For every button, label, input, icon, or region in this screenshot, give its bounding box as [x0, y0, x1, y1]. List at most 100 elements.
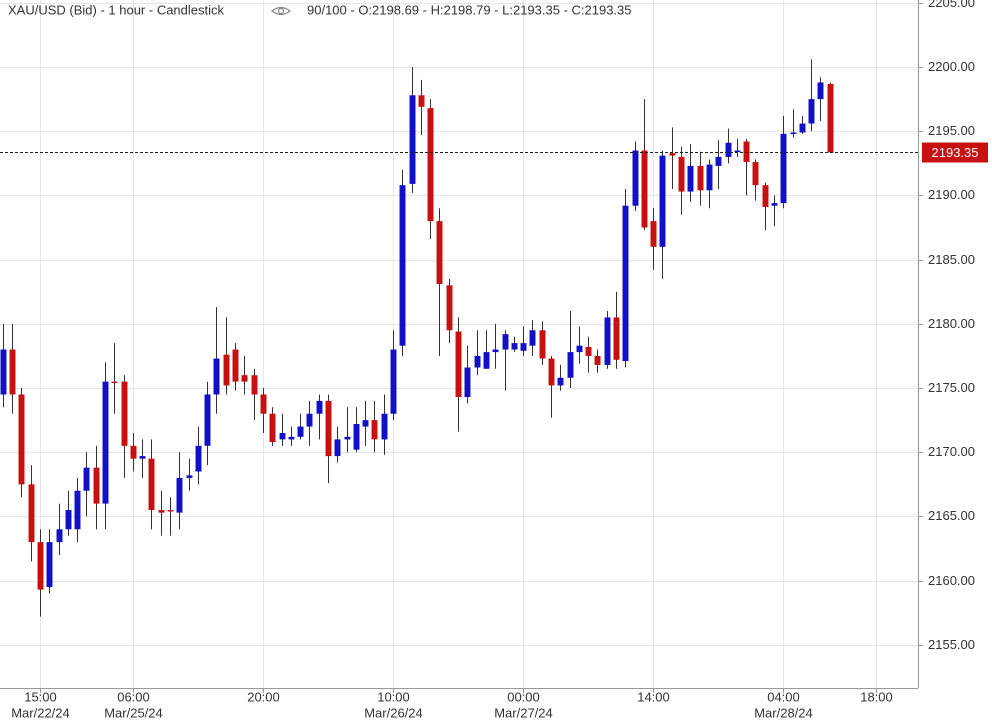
- candle-body: [771, 203, 778, 206]
- candle-body: [65, 510, 72, 530]
- chart-title: XAU/USD (Bid) - 1 hour - Candlestick: [8, 2, 225, 17]
- candle-body: [502, 334, 509, 350]
- candle-body: [316, 400, 323, 414]
- candle-body: [223, 354, 230, 386]
- candle-body: [344, 436, 351, 440]
- x-tick-date: Mar/28/24: [754, 705, 813, 720]
- candle-body: [186, 475, 193, 478]
- candle-body: [548, 358, 555, 386]
- candle-body: [371, 420, 378, 440]
- candle-body: [167, 510, 174, 512]
- candle-body: [251, 375, 258, 395]
- candle-body: [706, 164, 713, 191]
- candle-body: [148, 458, 155, 511]
- y-tick-label: 2185.00: [928, 252, 975, 267]
- candle-body: [139, 456, 146, 459]
- candle-body: [539, 330, 546, 359]
- candle-body: [269, 413, 276, 442]
- candle-body: [659, 155, 666, 247]
- candle-body: [567, 352, 574, 378]
- x-tick-label: 04:00: [767, 689, 800, 704]
- x-tick-date: Mar/22/24: [11, 705, 70, 720]
- candle-body: [678, 156, 685, 192]
- candle-body: [780, 133, 787, 204]
- candle-body: [325, 400, 332, 457]
- x-tick-date: Mar/25/24: [104, 705, 163, 720]
- candle-body: [483, 352, 490, 369]
- candle-body: [529, 330, 536, 346]
- candle-body: [232, 349, 239, 382]
- candle-body: [641, 150, 648, 228]
- candle-body: [241, 375, 248, 382]
- candle-body: [752, 162, 759, 186]
- x-tick-label: 14:00: [637, 689, 670, 704]
- eye-icon: [271, 6, 291, 16]
- candle-body: [743, 141, 750, 163]
- candle-body: [213, 358, 220, 395]
- candle-body: [511, 343, 518, 350]
- candle-body: [492, 349, 499, 353]
- last-price-box: [922, 142, 988, 163]
- candle-body: [455, 331, 462, 398]
- candle-body: [427, 108, 434, 222]
- x-tick-label: 00:00: [507, 689, 540, 704]
- candle-body: [827, 83, 834, 153]
- candle-body: [195, 445, 202, 472]
- y-tick-label: 2195.00: [928, 123, 975, 138]
- candle-body: [399, 185, 406, 346]
- candle-body: [436, 221, 443, 285]
- candle-body: [409, 95, 416, 184]
- candle-body: [130, 445, 137, 459]
- candle-body: [464, 367, 471, 398]
- candle-body: [121, 381, 128, 446]
- candle-body: [790, 132, 797, 135]
- candle-body: [557, 377, 564, 386]
- candle-body: [734, 150, 741, 152]
- candle-body: [799, 123, 806, 133]
- candle-body: [18, 394, 25, 485]
- candle-body: [306, 413, 313, 427]
- candle-body: [817, 82, 824, 100]
- candle-body: [808, 99, 815, 124]
- candle-body: [762, 185, 769, 207]
- candle-body: [669, 153, 676, 156]
- y-tick-label: 2160.00: [928, 573, 975, 588]
- candle-body: [576, 345, 583, 353]
- candle-body: [56, 529, 63, 543]
- candle-body: [93, 467, 100, 504]
- candle-body: [297, 426, 304, 437]
- x-tick-label: 10:00: [377, 689, 410, 704]
- candle-body: [0, 349, 7, 395]
- candle-body: [390, 349, 397, 414]
- candle-body: [74, 490, 81, 530]
- candle-body: [725, 142, 732, 157]
- candle-body: [111, 381, 118, 384]
- y-tick-label: 2170.00: [928, 444, 975, 459]
- candle-body: [613, 317, 620, 360]
- candle-body: [632, 150, 639, 206]
- candle-body: [9, 349, 16, 395]
- candle-body: [697, 165, 704, 191]
- candle-body: [362, 420, 369, 427]
- candle-body: [715, 156, 722, 166]
- candle-body: [446, 285, 453, 331]
- x-tick-date: Mar/27/24: [494, 705, 553, 720]
- x-tick-label: 20:00: [247, 689, 280, 704]
- candle-body: [46, 542, 53, 588]
- y-tick-label: 2155.00: [928, 637, 975, 652]
- candle-body: [474, 355, 481, 368]
- candle-body: [381, 413, 388, 440]
- y-tick-label: 2190.00: [928, 187, 975, 202]
- y-tick-label: 2180.00: [928, 316, 975, 331]
- x-tick-label: 15:00: [24, 689, 57, 704]
- candle-body: [288, 436, 295, 440]
- candle-body: [279, 432, 286, 440]
- candle-body: [687, 165, 694, 192]
- candle-body: [83, 467, 90, 491]
- candle-body: [650, 221, 657, 247]
- candle-body: [604, 317, 611, 365]
- candle-body: [28, 484, 35, 543]
- candle-body: [585, 346, 592, 356]
- candle-body: [418, 95, 425, 107]
- candle-body: [102, 381, 109, 504]
